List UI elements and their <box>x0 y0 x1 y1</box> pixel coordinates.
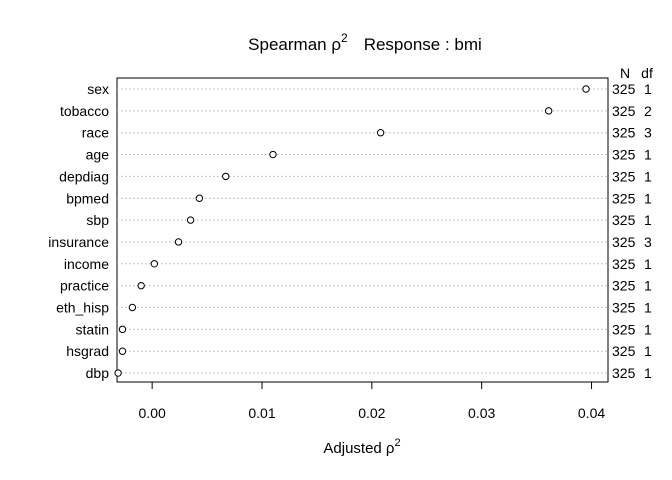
x-tick-label: 0.02 <box>358 405 385 421</box>
chart-title-left-sup: 2 <box>341 31 348 45</box>
header-n: N <box>620 65 630 81</box>
data-point <box>269 150 277 159</box>
row-n-value: 325 <box>612 300 636 316</box>
row-df-value: 1 <box>644 278 652 294</box>
row-n-value: 325 <box>612 212 636 228</box>
data-point <box>582 85 590 93</box>
row-label: age <box>86 147 110 163</box>
data-point <box>114 369 122 377</box>
data-point <box>118 325 127 334</box>
x-tick-label: 0.03 <box>468 405 495 421</box>
row-n-value: 325 <box>612 168 636 184</box>
row-df-value: 1 <box>644 300 652 316</box>
chart-title-right: Response : bmi <box>364 35 482 54</box>
data-point <box>195 194 204 202</box>
row-label: depdiag <box>59 168 109 184</box>
row-label: statin <box>76 321 109 337</box>
row-n-value: 325 <box>612 81 636 97</box>
x-tick-label: 0.04 <box>578 405 605 421</box>
row-df-value: 1 <box>644 81 652 97</box>
x-tick-label: 0.01 <box>248 405 275 421</box>
row-label: practice <box>60 278 109 294</box>
row-n-value: 325 <box>612 190 636 206</box>
x-tick-label: 0.00 <box>139 405 166 421</box>
row-n-value: 325 <box>612 343 636 359</box>
row-df-value: 3 <box>644 234 652 250</box>
row-n-value: 325 <box>612 234 636 250</box>
n-df-column: 325 1 325 2 325 3 325 1 325 1 325 1 325 1 325 3 325 1 325 1… <box>612 81 652 381</box>
data-point <box>150 260 159 268</box>
row-df-value: 1 <box>644 190 652 206</box>
data-point <box>186 216 195 224</box>
row-label: bpmed <box>66 190 109 206</box>
data-point <box>222 172 230 181</box>
chart-title: Spearman ρ2 Response : bmi <box>248 31 482 54</box>
row-n-value: 325 <box>612 103 636 119</box>
row-n-value: 325 <box>612 321 636 337</box>
row-df-value: 1 <box>644 343 652 359</box>
row-df-value: 2 <box>644 103 652 119</box>
gridlines <box>117 88 608 374</box>
row-df-value: 1 <box>644 365 652 381</box>
row-df-value: 1 <box>644 212 652 228</box>
row-df-value: 1 <box>644 147 652 163</box>
x-axis-label: Adjusted ρ2 <box>323 437 400 457</box>
x-axis: 0.00 0.01 0.02 0.03 0.04 <box>139 381 605 421</box>
row-df-value: 1 <box>644 321 652 337</box>
x-axis-label-sup: 2 <box>394 437 400 449</box>
data-point <box>174 238 183 246</box>
row-label: income <box>64 256 109 272</box>
row-n-value: 325 <box>612 278 636 294</box>
row-label: insurance <box>48 234 109 250</box>
row-n-value: 325 <box>612 147 636 163</box>
row-n-value: 325 <box>612 256 636 272</box>
header-df: df <box>641 65 653 81</box>
row-label: sbp <box>86 212 109 228</box>
data-point <box>128 303 137 312</box>
row-label: eth_hisp <box>56 300 109 316</box>
row-label: race <box>82 125 109 141</box>
chart-title-left: Spearman ρ <box>248 35 341 54</box>
row-df-value: 1 <box>644 168 652 184</box>
plot-frame <box>116 77 609 383</box>
data-point <box>137 281 145 290</box>
row-df-value: 1 <box>644 256 652 272</box>
row-label: dbp <box>86 365 110 381</box>
row-df-value: 3 <box>644 125 652 141</box>
data-point <box>118 347 127 355</box>
row-n-value: 325 <box>612 125 636 141</box>
row-labels: sex tobacco race age depdiag bpmed sbp insuranc… <box>48 81 109 381</box>
row-label: tobacco <box>60 103 109 119</box>
data-point <box>544 107 553 115</box>
row-label: sex <box>87 81 109 97</box>
row-label: hsgrad <box>66 343 109 359</box>
x-axis-label-base: Adjusted ρ <box>323 440 394 457</box>
row-n-value: 325 <box>612 365 636 381</box>
data-point <box>376 129 385 137</box>
data-points <box>114 85 590 377</box>
